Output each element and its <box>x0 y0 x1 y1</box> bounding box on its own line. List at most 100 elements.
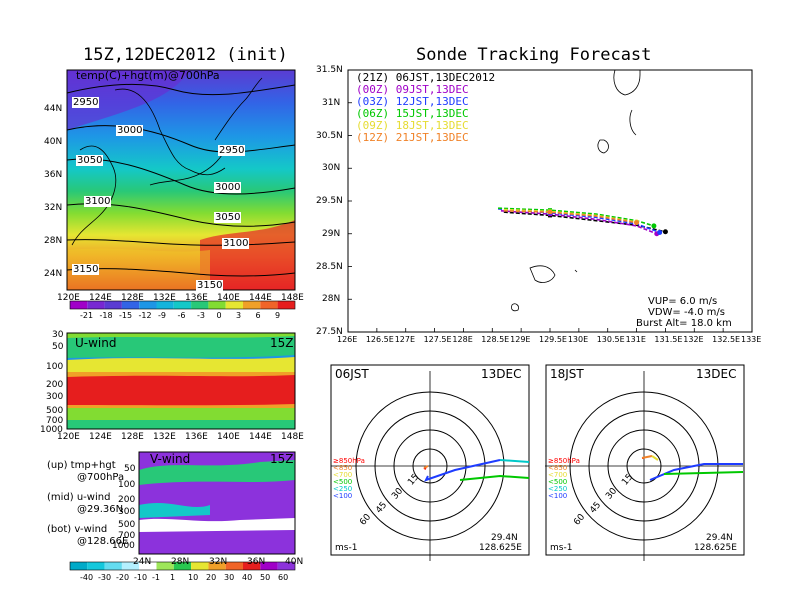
colorbar-label: 9 <box>275 311 281 320</box>
hodo-legend-entry: <100 <box>333 492 353 500</box>
colorbar-swatch <box>156 562 174 570</box>
track-x-tick: 132.5E <box>712 335 741 344</box>
hodo-legend-entry: ≥850hPa <box>548 457 580 465</box>
track-x-tick: 126E <box>337 335 358 344</box>
colorbar-swatch <box>191 562 209 570</box>
colorbar-label: 50 <box>260 573 271 582</box>
colorbar-label: 30 <box>224 573 235 582</box>
u-y-tick: 700 <box>46 416 64 426</box>
hodo-legend-entry: <250 <box>333 485 353 493</box>
map-x-tick: 124E <box>89 293 112 303</box>
param-vdw: VDW= -4.0 m/s <box>648 307 725 318</box>
colorbar-swatch <box>243 301 261 309</box>
colorbar-label: -40 <box>80 573 94 582</box>
contour-label: 3050 <box>76 155 104 166</box>
colorbar-swatch <box>225 562 243 570</box>
track-end-point <box>657 229 663 235</box>
v-wind-panel <box>138 451 296 555</box>
contour-label: 2950 <box>218 145 246 156</box>
colorbar-swatch <box>156 301 174 309</box>
note-bot-2: @128.66E <box>77 536 129 547</box>
colorbar-swatch <box>70 301 88 309</box>
note-up-1: (up) tmp+hgt <box>47 460 116 471</box>
hodo-lon: 128.625E <box>479 543 522 553</box>
legend-code: (12Z) <box>356 131 390 144</box>
u-wind-time: 15Z <box>270 336 294 350</box>
hodo-time: 06JST <box>335 367 369 381</box>
param-burst: Burst Alt= 18.0 km <box>636 318 732 329</box>
map-x-tick: 128E <box>121 293 144 303</box>
colorbar-swatch <box>121 562 140 570</box>
map-y-tick: 36N <box>44 170 63 180</box>
legend-code: (03Z) <box>356 95 390 108</box>
temperature-map-panel <box>66 69 296 291</box>
colorbar-label: -6 <box>177 311 186 320</box>
track-x-tick: 131E <box>625 335 646 344</box>
colorbar-label: -15 <box>119 311 133 320</box>
track-panel <box>347 69 753 333</box>
hodo-trace <box>423 465 429 469</box>
colorbar-swatch <box>87 562 105 570</box>
u-y-tick: 500 <box>46 406 64 416</box>
map-y-tick: 40N <box>44 137 63 147</box>
u-x-tick: 120E <box>57 432 80 442</box>
v-x-tick: 32N <box>209 557 228 567</box>
colorbar-swatch <box>139 301 157 309</box>
v-y-tick: 1000 <box>112 541 135 551</box>
map-x-tick: 120E <box>57 293 80 303</box>
map-x-tick: 140E <box>217 293 240 303</box>
hodo-time: 18JST <box>550 367 584 381</box>
track-y-tick: 29N <box>322 228 341 239</box>
note-up-2: @700hPa <box>77 472 125 483</box>
colorbar-label: -21 <box>80 311 94 320</box>
legend-label: 06JST,13DEC2012 <box>389 71 496 84</box>
hodo-date: 13DEC <box>481 367 522 381</box>
contour-label: 3000 <box>214 182 242 193</box>
legend-label: 15JST,13DEC <box>389 107 469 120</box>
colorbar-label: -18 <box>99 311 113 320</box>
hodo-legend-entry: <850 <box>333 464 353 472</box>
track-y-tick: 27.5N <box>316 327 343 337</box>
legend-code: (06Z) <box>356 107 390 120</box>
colorbar-swatch <box>277 562 295 570</box>
legend-code: (00Z) <box>356 83 390 96</box>
hodo-unit: ms-1 <box>550 543 573 553</box>
track-x-tick: 133E <box>741 335 762 344</box>
colorbar-swatch <box>121 301 140 309</box>
colorbar-swatch <box>104 301 122 309</box>
track-x-tick: 132E <box>683 335 704 344</box>
hodo-legend-entry: ≥850hPa <box>333 457 365 465</box>
track-y-tick: 28N <box>322 294 341 305</box>
hodo-lon: 128.625E <box>694 543 737 553</box>
colorbar-swatch <box>70 562 88 570</box>
legend-label: 09JST,13DEC <box>389 83 469 96</box>
hodo-trace <box>651 455 659 461</box>
hodo-trace <box>649 463 743 481</box>
hodo-legend-entry: <700 <box>548 471 568 479</box>
map-x-tick: 132E <box>153 293 176 303</box>
hodo-trace <box>424 459 501 482</box>
track-x-tick: 128.5E <box>481 335 510 344</box>
u-y-tick: 1000 <box>40 425 63 435</box>
track-y-tick: 31N <box>322 97 341 108</box>
map-y-tick: 44N <box>44 104 63 114</box>
left-title: 15Z,12DEC2012 (init) <box>83 45 288 65</box>
colorbar-swatch <box>104 562 122 570</box>
track-y-tick: 30N <box>322 163 341 174</box>
hodograph-2 <box>545 364 745 561</box>
colorbar-swatch <box>139 562 157 570</box>
contour-label: 3100 <box>84 196 112 207</box>
colorbar-swatch <box>208 301 226 309</box>
hodo-legend-entry: <500 <box>548 478 568 486</box>
u-y-tick: 100 <box>46 362 64 372</box>
v-x-tick: 36N <box>247 557 266 567</box>
legend-label: 21JST,13DEC <box>389 131 469 144</box>
legend-code: (21Z) <box>356 71 390 84</box>
v-x-tick: 40N <box>285 557 304 567</box>
v-y-tick: 700 <box>118 531 136 541</box>
colorbar-swatch <box>208 562 226 570</box>
u-x-tick: 128E <box>121 432 144 442</box>
v-y-tick: 200 <box>118 495 136 505</box>
legend-entry: (12Z) 21JST,13DEC <box>356 132 469 144</box>
